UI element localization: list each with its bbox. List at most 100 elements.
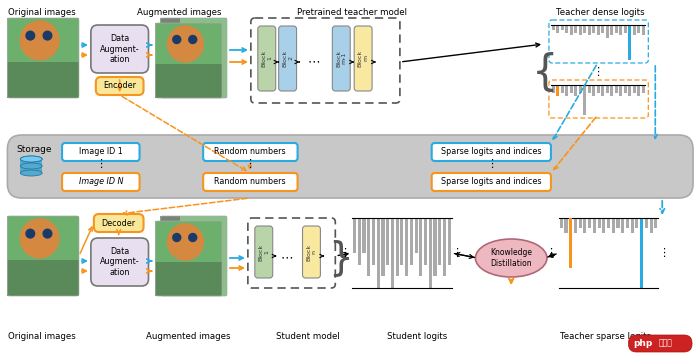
Text: Data
Augment-
ation: Data Augment- ation bbox=[100, 34, 140, 64]
Bar bbox=[619, 25, 622, 35]
Bar bbox=[438, 218, 441, 265]
Bar bbox=[623, 85, 627, 93]
FancyBboxPatch shape bbox=[302, 226, 320, 278]
Bar bbox=[632, 85, 636, 93]
Bar bbox=[156, 23, 222, 64]
Bar bbox=[615, 85, 618, 93]
FancyBboxPatch shape bbox=[258, 26, 276, 91]
Bar bbox=[584, 85, 586, 115]
Bar bbox=[641, 25, 644, 35]
Bar bbox=[579, 85, 581, 93]
Bar bbox=[584, 218, 586, 233]
Bar bbox=[556, 25, 559, 32]
Bar bbox=[632, 25, 636, 35]
FancyBboxPatch shape bbox=[91, 238, 149, 286]
Bar bbox=[601, 85, 604, 96]
Text: Augmented images: Augmented images bbox=[137, 8, 221, 17]
Bar bbox=[635, 218, 639, 228]
Bar bbox=[8, 18, 79, 62]
Circle shape bbox=[20, 218, 59, 258]
FancyBboxPatch shape bbox=[62, 173, 140, 191]
Bar bbox=[161, 216, 180, 296]
Bar bbox=[619, 85, 622, 96]
Bar bbox=[556, 85, 559, 96]
Bar bbox=[569, 218, 572, 228]
FancyBboxPatch shape bbox=[255, 226, 273, 278]
Bar bbox=[405, 218, 408, 276]
Bar bbox=[386, 218, 389, 265]
Bar bbox=[597, 25, 600, 35]
Text: Image ID N: Image ID N bbox=[79, 178, 123, 187]
Bar bbox=[641, 85, 644, 93]
Bar bbox=[447, 218, 451, 265]
Text: ⋮: ⋮ bbox=[244, 159, 255, 169]
FancyBboxPatch shape bbox=[203, 173, 297, 191]
Bar bbox=[161, 18, 180, 98]
Bar bbox=[362, 218, 366, 253]
FancyBboxPatch shape bbox=[96, 77, 144, 95]
Circle shape bbox=[167, 223, 204, 261]
FancyBboxPatch shape bbox=[431, 143, 551, 161]
Bar bbox=[161, 18, 227, 98]
Text: Data
Augment-
ation: Data Augment- ation bbox=[100, 247, 140, 277]
Bar bbox=[353, 218, 356, 253]
FancyBboxPatch shape bbox=[628, 335, 692, 352]
Text: Block
1: Block 1 bbox=[258, 244, 269, 261]
FancyBboxPatch shape bbox=[354, 26, 372, 91]
Text: ⋮: ⋮ bbox=[451, 248, 462, 258]
Bar bbox=[565, 218, 567, 233]
Ellipse shape bbox=[20, 170, 42, 176]
Bar bbox=[570, 25, 572, 35]
Text: Sparse logits and indices: Sparse logits and indices bbox=[441, 178, 542, 187]
Bar bbox=[628, 85, 631, 96]
Bar bbox=[367, 218, 371, 276]
Bar bbox=[8, 216, 79, 260]
Bar bbox=[610, 85, 613, 96]
Text: ⋯: ⋯ bbox=[281, 251, 293, 265]
Bar bbox=[584, 25, 586, 32]
Bar bbox=[611, 218, 615, 233]
Text: ⋮: ⋮ bbox=[592, 67, 603, 77]
Bar bbox=[372, 218, 375, 265]
Bar bbox=[637, 25, 640, 32]
Bar bbox=[377, 218, 380, 288]
Text: Block
m: Block m bbox=[358, 49, 369, 67]
Bar bbox=[606, 25, 609, 37]
Text: Original images: Original images bbox=[8, 332, 76, 341]
Bar bbox=[592, 85, 595, 96]
Text: Teacher dense logits: Teacher dense logits bbox=[556, 8, 645, 17]
Ellipse shape bbox=[20, 163, 42, 169]
Bar bbox=[565, 85, 568, 96]
Text: 中文网: 中文网 bbox=[658, 339, 672, 347]
Text: Teacher sparse logits: Teacher sparse logits bbox=[560, 332, 651, 341]
FancyBboxPatch shape bbox=[431, 173, 551, 191]
Bar bbox=[560, 218, 563, 228]
Bar bbox=[610, 25, 613, 35]
Bar bbox=[20, 159, 42, 173]
Bar bbox=[631, 218, 634, 233]
Bar bbox=[597, 85, 600, 93]
Bar bbox=[628, 25, 631, 60]
Text: Student logits: Student logits bbox=[387, 332, 447, 341]
Bar bbox=[623, 25, 627, 32]
Text: Random numbers: Random numbers bbox=[214, 147, 285, 157]
FancyBboxPatch shape bbox=[91, 25, 149, 73]
Bar bbox=[419, 218, 422, 276]
Bar bbox=[433, 218, 436, 276]
Bar bbox=[551, 25, 555, 30]
Text: Block
1: Block 1 bbox=[261, 49, 272, 67]
Bar bbox=[640, 218, 644, 288]
Bar bbox=[574, 85, 577, 96]
FancyBboxPatch shape bbox=[203, 143, 297, 161]
Bar bbox=[156, 262, 222, 296]
Bar bbox=[381, 218, 385, 276]
Bar bbox=[597, 218, 601, 228]
Bar bbox=[574, 218, 577, 233]
Text: ⋯: ⋯ bbox=[307, 56, 320, 68]
Text: Pretrained teacher model: Pretrained teacher model bbox=[297, 8, 407, 17]
Bar bbox=[565, 25, 568, 32]
Bar bbox=[645, 218, 648, 228]
Text: Sparse logits and indices: Sparse logits and indices bbox=[441, 147, 542, 157]
Bar bbox=[429, 218, 432, 288]
Text: ⋮: ⋮ bbox=[339, 248, 350, 258]
